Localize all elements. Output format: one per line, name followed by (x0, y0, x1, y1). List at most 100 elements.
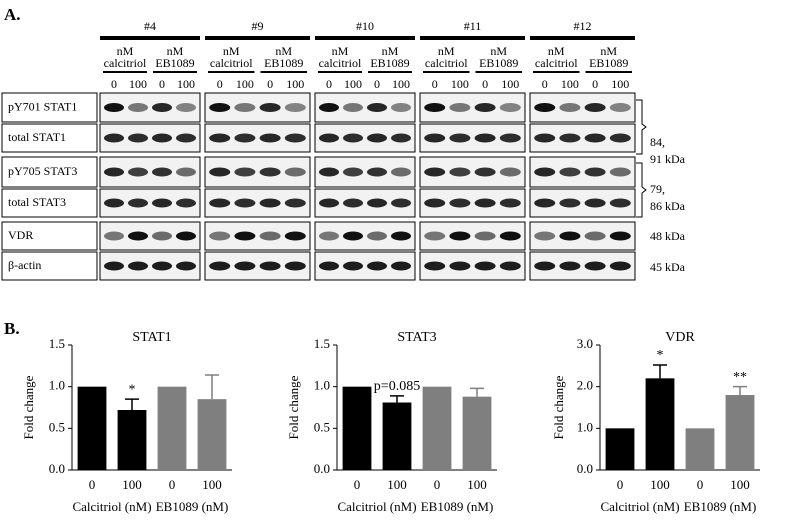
bar (685, 428, 715, 470)
band (319, 198, 339, 208)
band (234, 231, 256, 241)
donor-label: #9 (252, 19, 264, 33)
band (474, 167, 496, 177)
treatment-label: nM (490, 44, 507, 58)
row-label: VDR (8, 228, 33, 242)
band (128, 198, 148, 208)
annotation: p=0.085 (374, 379, 420, 394)
y-tick-label: 0.0 (314, 461, 330, 476)
band (319, 261, 339, 271)
treatment-bar (260, 71, 307, 73)
band (152, 231, 172, 241)
donor-label: #12 (574, 19, 592, 33)
dose-label: 0 (159, 77, 165, 91)
panel-label: B. (4, 319, 20, 338)
band (367, 167, 387, 177)
band (424, 167, 446, 177)
band (176, 103, 196, 112)
x-tick-label: 100 (730, 477, 750, 492)
band (319, 103, 339, 112)
band (609, 167, 631, 177)
bar (645, 378, 675, 470)
band (499, 231, 521, 241)
band (449, 198, 471, 208)
size-label: 84, (650, 135, 665, 149)
band (424, 103, 446, 112)
error-bar (653, 364, 667, 379)
band (584, 231, 606, 241)
annotation: * (129, 382, 136, 397)
dose-label: 0 (217, 77, 223, 91)
y-tick-label: 1.5 (49, 336, 65, 351)
bracket (636, 99, 647, 155)
row-label: β-actin (8, 258, 41, 272)
treatment-label: calcitriol (210, 56, 253, 70)
y-tick-label: 1.0 (577, 419, 593, 434)
bar (462, 396, 492, 470)
treatment-bar (423, 71, 470, 73)
group-label: EB1089 (nM) (684, 499, 757, 514)
band (209, 198, 231, 208)
y-tick-label: 0.0 (577, 461, 593, 476)
band (284, 167, 306, 177)
band (534, 167, 556, 177)
group-label: Calcitriol (nM) (600, 499, 679, 514)
treatment-label: nM (275, 44, 292, 58)
donor-label: #10 (356, 19, 374, 33)
row-label: pY701 STAT1 (8, 99, 77, 113)
treatment-bar (153, 71, 197, 73)
band (449, 167, 471, 177)
x-tick-label: 0 (434, 477, 441, 492)
band (104, 167, 124, 177)
treatment-label: nM (438, 44, 455, 58)
band (176, 231, 196, 241)
row-label-box (1, 156, 98, 188)
group-label: Calcitriol (nM) (337, 499, 416, 514)
treatment-label: EB1089 (370, 56, 409, 70)
bar (605, 428, 635, 470)
band (259, 103, 281, 112)
treatment-label: calcitriol (535, 56, 578, 70)
dose-label: 100 (129, 77, 147, 91)
band (259, 261, 281, 271)
x-tick-label: 0 (354, 477, 361, 492)
band (367, 198, 387, 208)
band (534, 261, 556, 271)
band (104, 198, 124, 208)
band (474, 231, 496, 241)
treatment-label: EB1089 (155, 56, 194, 70)
band (391, 198, 411, 208)
x-tick-label: 100 (202, 477, 222, 492)
dose-label: 0 (482, 77, 488, 91)
band (343, 198, 363, 208)
band (319, 167, 339, 177)
chart-title: VDR (665, 330, 695, 345)
treatment-label: nM (117, 44, 134, 58)
error-bar (125, 398, 139, 410)
treatment-bar (103, 71, 147, 73)
band (259, 133, 281, 143)
bar (77, 386, 107, 470)
band (391, 103, 411, 112)
header-bar (100, 36, 200, 40)
row-label-box (1, 221, 98, 251)
band (259, 198, 281, 208)
band (391, 261, 411, 271)
band (474, 103, 496, 112)
band (152, 198, 172, 208)
band (343, 231, 363, 241)
band (474, 133, 496, 143)
band (152, 167, 172, 177)
band (234, 167, 256, 177)
x-tick-label: 0 (617, 477, 624, 492)
band (559, 231, 581, 241)
band (367, 103, 387, 112)
bracket (636, 162, 647, 218)
group-label: Calcitriol (nM) (72, 499, 151, 514)
band (176, 167, 196, 177)
band (559, 167, 581, 177)
band (424, 261, 446, 271)
x-tick-label: 100 (467, 477, 487, 492)
band (559, 198, 581, 208)
header-bar (205, 36, 310, 40)
